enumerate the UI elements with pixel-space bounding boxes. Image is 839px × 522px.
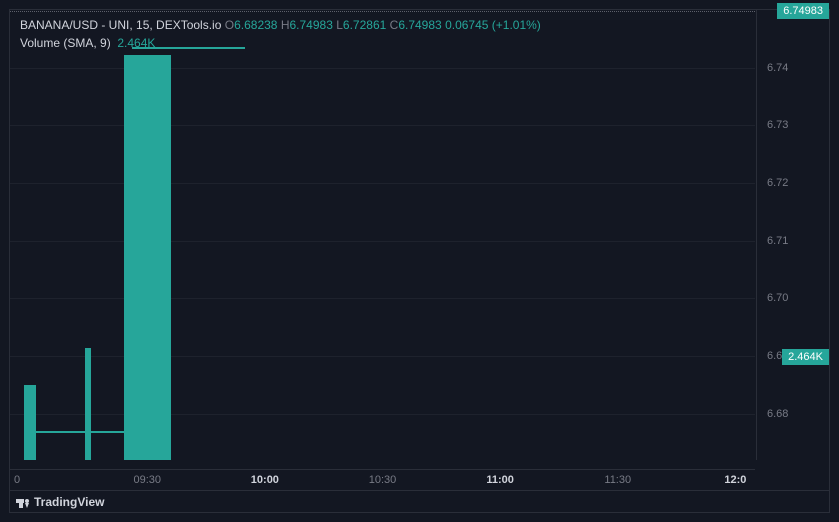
gridline bbox=[10, 414, 755, 415]
open-value: 6.68238 bbox=[234, 18, 277, 32]
xtick-label: 10:00 bbox=[251, 474, 279, 486]
tradingview-label: TradingView bbox=[34, 495, 104, 509]
tradingview-icon bbox=[16, 496, 30, 508]
volume-bar bbox=[124, 55, 171, 460]
sma-line bbox=[30, 431, 124, 433]
xtick-label: 12:0 bbox=[724, 474, 746, 486]
ytick-label: 6.73 bbox=[767, 119, 788, 131]
close-value: 6.74983 bbox=[398, 18, 441, 32]
gridline bbox=[10, 68, 755, 69]
chart-header: BANANA/USD - UNI, 15, DEXTools.io O6.682… bbox=[20, 18, 541, 50]
xtick-label: 10:30 bbox=[369, 474, 397, 486]
last-price-line bbox=[10, 11, 755, 12]
xtick-label: 11:00 bbox=[486, 474, 514, 486]
open-label: O bbox=[225, 18, 234, 32]
last-price-tag: 6.74983 bbox=[777, 3, 829, 19]
xtick-label: 09:30 bbox=[133, 474, 161, 486]
ytick-label: 6.68 bbox=[767, 408, 788, 420]
high-label: H bbox=[281, 18, 290, 32]
ohlc-line: BANANA/USD - UNI, 15, DEXTools.io O6.682… bbox=[20, 18, 541, 32]
xtick-label: 11:30 bbox=[604, 474, 631, 486]
xtick-label: 0 bbox=[14, 474, 20, 486]
volume-bar bbox=[85, 348, 91, 460]
gridline bbox=[10, 183, 755, 184]
footer: TradingView bbox=[10, 490, 829, 512]
gridline bbox=[10, 241, 755, 242]
gridline bbox=[10, 125, 755, 126]
high-value: 6.74983 bbox=[290, 18, 333, 32]
gridline bbox=[10, 356, 755, 357]
volume-label: Volume (SMA, 9) bbox=[20, 36, 111, 50]
plot-area[interactable] bbox=[10, 10, 755, 460]
volume-tag: 2.464K bbox=[782, 349, 829, 365]
y-axis[interactable]: 6.746.736.726.716.706.696.68 bbox=[756, 10, 829, 460]
symbol-label[interactable]: BANANA/USD - UNI, 15, DEXTools.io bbox=[20, 18, 221, 32]
ytick-label: 6.70 bbox=[767, 292, 788, 304]
x-axis[interactable]: 0 09:30 10:00 10:30 11:00 11:30 12:0 bbox=[10, 469, 755, 489]
ytick-label: 6.74 bbox=[767, 62, 788, 74]
volume-bar bbox=[24, 385, 36, 460]
tradingview-logo[interactable]: TradingView bbox=[16, 495, 104, 509]
low-label: L bbox=[336, 18, 343, 32]
ytick-label: 6.72 bbox=[767, 177, 788, 189]
change-value: 0.06745 (+1.01%) bbox=[445, 18, 541, 32]
volume-value: 2.464K bbox=[117, 36, 155, 50]
ytick-label: 6.71 bbox=[767, 235, 788, 247]
chart-container: BANANA/USD - UNI, 15, DEXTools.io O6.682… bbox=[0, 0, 839, 522]
gridline bbox=[10, 298, 755, 299]
low-value: 6.72861 bbox=[343, 18, 386, 32]
volume-line: Volume (SMA, 9) 2.464K bbox=[20, 36, 541, 50]
